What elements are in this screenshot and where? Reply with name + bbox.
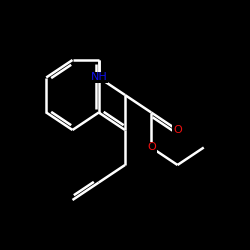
Text: NH: NH: [90, 72, 107, 83]
Text: O: O: [147, 142, 156, 152]
Text: O: O: [173, 125, 182, 135]
